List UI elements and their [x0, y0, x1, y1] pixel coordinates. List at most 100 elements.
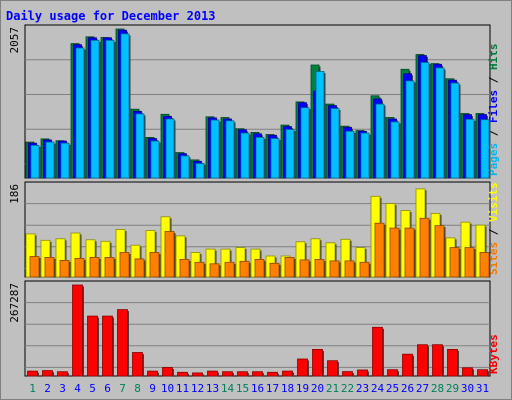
bar-sites-13: [209, 263, 220, 278]
x-tick-label: 23: [356, 382, 369, 395]
legend-separator: /: [487, 222, 500, 242]
bar-pages-16: [255, 136, 265, 179]
x-tick-label: 25: [386, 382, 399, 395]
bar-sites-11: [179, 258, 190, 278]
bar-sites-29: [449, 247, 460, 278]
x-tick-label: 3: [59, 382, 66, 395]
bar-sites-12: [194, 261, 205, 278]
x-tick-label: 27: [416, 382, 429, 395]
bar-pages-22: [345, 130, 355, 179]
bar-kbytes-8: [132, 352, 143, 377]
bar-sites-31: [479, 252, 490, 278]
bar-kbytes-3: [57, 371, 68, 377]
bar-sites-18: [284, 256, 295, 278]
bar-kbytes-27: [417, 344, 428, 377]
bar-kbytes-18: [282, 370, 293, 377]
bar-sites-21: [329, 260, 340, 278]
bar-kbytes-23: [357, 369, 368, 377]
x-tick-label: 16: [251, 382, 264, 395]
x-tick-label: 1: [29, 382, 36, 395]
panel-middle-legend: Sites / Visits: [487, 182, 500, 275]
x-tick-label: 13: [206, 382, 219, 395]
series-kbytes: [27, 284, 489, 377]
legend-kbytes: KBytes: [487, 334, 500, 374]
bar-pages-17: [270, 138, 280, 179]
bar-sites-8: [134, 258, 145, 278]
bar-kbytes-9: [147, 370, 158, 377]
bar-sites-17: [269, 262, 280, 278]
bar-sites-28: [434, 225, 445, 278]
legend-files: Files: [487, 90, 500, 123]
y-max-label: 186: [8, 184, 21, 204]
bar-pages-24: [375, 103, 385, 179]
x-tick-label: 20: [311, 382, 324, 395]
bar-kbytes-10: [162, 367, 173, 377]
bar-pages-1: [30, 144, 40, 179]
bar-sites-4: [74, 257, 85, 278]
bar-kbytes-16: [252, 371, 263, 377]
x-tick-label: 2: [44, 382, 51, 395]
bar-sites-6: [104, 256, 115, 278]
bar-pages-23: [360, 132, 370, 179]
bar-pages-30: [465, 118, 475, 179]
bar-pages-13: [210, 119, 220, 179]
bar-sites-26: [404, 227, 415, 278]
bar-pages-27: [420, 62, 430, 179]
bar-sites-16: [254, 258, 265, 278]
bar-sites-10: [164, 231, 175, 278]
x-tick-label: 24: [371, 382, 385, 395]
bar-pages-12: [195, 163, 205, 179]
x-tick-label: 28: [431, 382, 444, 395]
bar-kbytes-6: [102, 315, 113, 377]
x-tick-label: 6: [104, 382, 111, 395]
x-tick-label: 9: [149, 382, 156, 395]
x-tick-label: 10: [161, 382, 174, 395]
x-tick-label: 14: [221, 382, 235, 395]
bar-pages-4: [75, 47, 85, 179]
x-tick-label: 4: [74, 382, 81, 395]
legend-visits: Visits: [487, 182, 500, 222]
panel-bottom: 267287 KBytes: [8, 280, 500, 377]
bar-sites-9: [149, 252, 160, 278]
bar-sites-19: [299, 259, 310, 278]
bar-pages-19: [300, 107, 310, 179]
bar-kbytes-14: [222, 371, 233, 377]
bar-kbytes-5: [87, 315, 98, 377]
x-tick-label: 18: [281, 382, 294, 395]
x-tick-label: 12: [191, 382, 204, 395]
bar-pages-5: [90, 40, 100, 179]
bar-kbytes-30: [462, 367, 473, 377]
legend-separator: /: [487, 70, 500, 90]
y-max-label: 2057: [8, 27, 21, 54]
bar-kbytes-7: [117, 309, 128, 377]
bar-sites-14: [224, 261, 235, 278]
x-tick-label: 17: [266, 382, 279, 395]
bar-pages-18: [285, 129, 295, 179]
bar-pages-20: [315, 71, 325, 179]
bar-pages-26: [405, 80, 415, 179]
x-tick-label: 29: [446, 382, 459, 395]
bar-pages-9: [150, 140, 160, 179]
bar-pages-15: [240, 132, 250, 179]
x-tick-label: 30: [461, 382, 474, 395]
series-sites: [29, 217, 491, 278]
panel-middle: 186 Sites / Visits: [8, 181, 500, 278]
x-axis-labels: 1 2 3 4 5 6 7 8 9 10 11 12 13 14 15 16 17 18 19 20 21 22 23 24 2…: [29, 382, 489, 395]
bar-kbytes-19: [297, 358, 308, 377]
x-tick-label: 8: [134, 382, 141, 395]
bar-pages-14: [225, 120, 235, 179]
bar-kbytes-26: [402, 353, 413, 377]
bar-sites-7: [119, 252, 130, 278]
bar-pages-11: [180, 155, 190, 179]
bar-kbytes-11: [177, 371, 188, 377]
bar-sites-15: [239, 260, 250, 278]
bar-kbytes-17: [267, 371, 278, 377]
bar-sites-30: [464, 247, 475, 278]
bar-pages-8: [135, 113, 145, 179]
x-tick-label: 15: [236, 382, 249, 395]
x-tick-label: 22: [341, 382, 354, 395]
bar-kbytes-28: [432, 344, 443, 377]
